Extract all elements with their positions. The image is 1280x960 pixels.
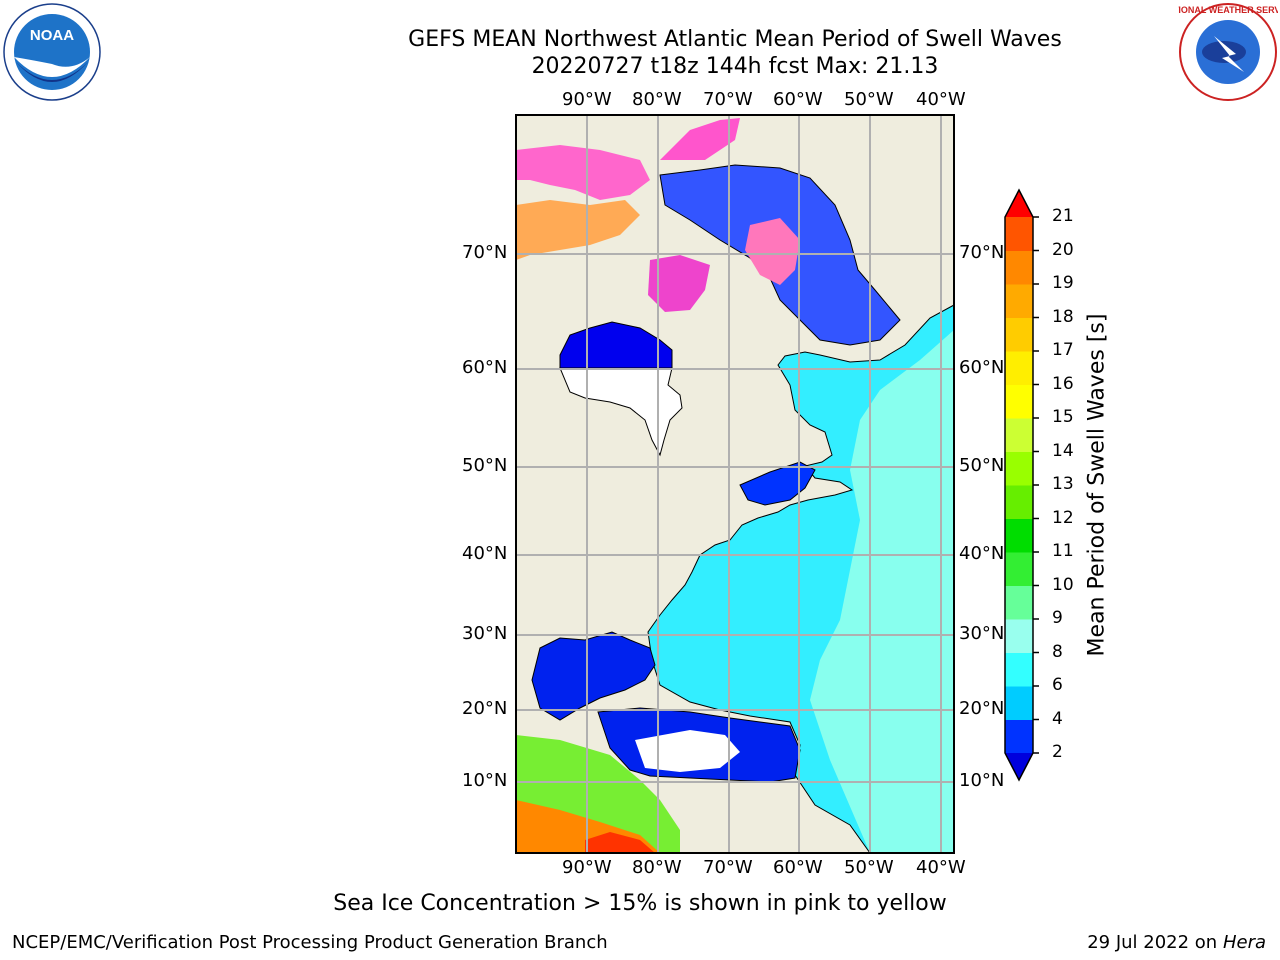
colorbar-segment <box>1005 686 1033 720</box>
sea-ice-baffin <box>745 218 800 285</box>
map-title: GEFS MEAN Northwest Atlantic Mean Period… <box>408 27 1062 52</box>
footer-date: 29 Jul 2022 on Hera <box>1087 932 1266 953</box>
lon-label-top: 60°W <box>773 89 823 110</box>
colorbar-tick-label: 4 <box>1052 708 1063 729</box>
colorbar-segment <box>1005 552 1033 586</box>
lon-label-bottom: 80°W <box>632 857 682 878</box>
colorbar-segment <box>1005 284 1033 318</box>
lon-label-top: 80°W <box>632 89 682 110</box>
gulf-of-mexico <box>531 631 656 721</box>
map-subtitle-forecast: 20220727 t18z 144h fcst Max: 21.13 <box>531 54 939 79</box>
colorbar-tick-label: 20 <box>1052 239 1074 260</box>
colorbar-segment <box>1005 451 1033 486</box>
colorbar-segment <box>1005 652 1033 687</box>
colorbar-tick-label: 17 <box>1052 340 1074 360</box>
lon-label-bottom: 50°W <box>844 857 894 878</box>
colorbar-segment <box>1005 485 1033 519</box>
lon-label-bottom: 60°W <box>773 857 823 878</box>
lat-label-right: 20°N <box>959 698 1005 719</box>
colorbar-segment <box>1005 250 1033 285</box>
colorbar-tick-label: 2 <box>1052 742 1063 762</box>
lat-label-left: 60°N <box>462 357 508 378</box>
noaa-logo: NOAA <box>3 3 101 101</box>
colorbar-segment <box>1005 217 1033 251</box>
colorbar-segment <box>1005 518 1033 553</box>
colorbar-over-arrow <box>1005 190 1033 217</box>
colorbar-tick-label: 6 <box>1052 675 1063 695</box>
colorbar-tick-label: 12 <box>1052 507 1074 528</box>
colorbar-segment <box>1005 384 1033 419</box>
footer-host: Hera <box>1222 932 1266 953</box>
colorbar-segment <box>1005 418 1033 452</box>
colorbar-segment <box>1005 317 1033 352</box>
lon-label-top: 50°W <box>844 89 894 110</box>
lat-label-left: 70°N <box>462 242 508 263</box>
gulf-of-st-lawrence <box>739 461 816 506</box>
lat-label-left: 30°N <box>462 623 508 644</box>
sea-ice-pink-2 <box>660 118 740 160</box>
colorbar-title: Mean Period of Swell Waves [s] <box>1084 313 1110 657</box>
lat-label-right: 30°N <box>959 623 1005 644</box>
lon-label-bottom: 40°W <box>916 857 966 878</box>
lat-label-left: 10°N <box>462 770 508 791</box>
lat-label-left: 40°N <box>462 543 508 564</box>
lat-label-right: 60°N <box>959 357 1005 378</box>
sea-ice-pink <box>516 145 650 200</box>
colorbar-tick-label: 21 <box>1052 206 1074 226</box>
lat-label-left: 50°N <box>462 455 508 476</box>
lon-label-bottom: 90°W <box>562 857 612 878</box>
noaa-logo-text: NOAA <box>30 27 74 44</box>
colorbar-segment <box>1005 351 1033 385</box>
nws-logo-text: NATIONAL WEATHER SERVICE <box>1178 5 1278 15</box>
lat-label-right: 70°N <box>959 242 1005 263</box>
hudson-bay-masked <box>559 367 683 457</box>
colorbar-tick-label: 14 <box>1052 440 1074 461</box>
open-ocean-band <box>810 330 954 853</box>
colorbar-segment <box>1005 719 1033 754</box>
colorbar-tick-label: 8 <box>1052 641 1063 662</box>
caribbean-masked <box>635 730 740 772</box>
colorbar-segment <box>1005 585 1033 620</box>
colorbar-segment <box>1005 619 1033 653</box>
lat-label-right: 10°N <box>959 770 1005 791</box>
lon-label-top: 90°W <box>562 89 612 110</box>
colorbar-tick-label: 19 <box>1052 273 1074 293</box>
map-frame <box>515 114 955 854</box>
colorbar-tick-label: 18 <box>1052 306 1074 327</box>
colorbar-tick-label: 16 <box>1052 373 1074 394</box>
colorbar-tick-label: 9 <box>1052 608 1063 628</box>
graticule <box>516 115 954 853</box>
nws-logo: NATIONAL WEATHER SERVICE <box>1178 3 1278 101</box>
colorbar-tick-label: 13 <box>1052 474 1074 494</box>
pacific-gradient-red <box>585 832 655 853</box>
colorbar-tick-label: 15 <box>1052 407 1074 427</box>
sea-ice-note: Sea Ice Concentration > 15% is shown in … <box>333 891 947 916</box>
footer-branch: NCEP/EMC/Verification Post Processing Pr… <box>12 932 608 953</box>
lat-label-right: 40°N <box>959 543 1005 564</box>
footer-date-text: 29 Jul 2022 on <box>1087 932 1223 953</box>
lat-label-left: 20°N <box>462 698 508 719</box>
lon-label-top: 40°W <box>916 89 966 110</box>
lon-label-top: 70°W <box>703 89 753 110</box>
lat-label-right: 50°N <box>959 455 1005 476</box>
lon-label-bottom: 70°W <box>703 857 753 878</box>
sea-ice-orange <box>516 200 640 260</box>
colorbar <box>1004 188 1039 782</box>
sea-ice-foxe <box>648 255 710 312</box>
colorbar-tick-label: 11 <box>1052 541 1074 561</box>
colorbar-under-arrow <box>1005 753 1033 780</box>
colorbar-tick-label: 10 <box>1052 574 1074 595</box>
